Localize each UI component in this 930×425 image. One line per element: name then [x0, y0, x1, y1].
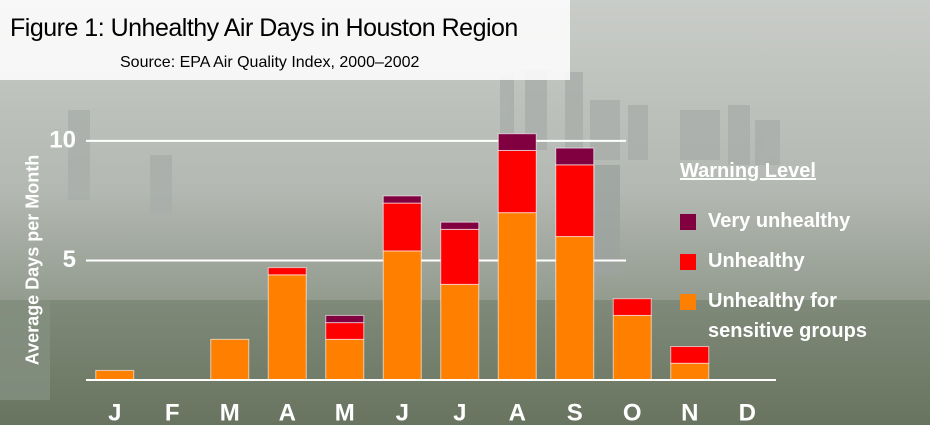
- bar-segment: [383, 251, 421, 380]
- bar-segment: [383, 203, 421, 251]
- bar-segment: [96, 370, 134, 380]
- bar-segment: [326, 315, 364, 322]
- legend-title: Warning Level: [680, 160, 816, 183]
- x-tick-label: O: [623, 399, 642, 425]
- x-tick-label: J: [108, 399, 121, 425]
- bar-segment: [211, 339, 249, 380]
- bar-segment: [268, 268, 306, 275]
- x-tick-label: N: [681, 399, 698, 425]
- x-tick-label: A: [279, 399, 296, 425]
- bar-segment: [556, 148, 594, 165]
- legend-item: Unhealthy for sensitive groups: [680, 290, 930, 346]
- x-tick-label: M: [220, 399, 240, 425]
- bar-segment: [671, 347, 709, 364]
- bar-segment: [556, 237, 594, 380]
- bar-segment: [326, 339, 364, 380]
- bar-segment: [383, 196, 421, 203]
- legend-swatch: [680, 214, 696, 230]
- bar-segment: [268, 275, 306, 380]
- legend-item: Very unhealthy: [680, 210, 930, 236]
- bar-segment: [441, 222, 479, 229]
- bar-segment: [441, 229, 479, 284]
- bar-segment: [498, 134, 536, 151]
- y-axis-label: Average Days per Month: [23, 155, 44, 365]
- bar-segment: [498, 213, 536, 380]
- bar-segment: [613, 315, 651, 380]
- bar-segment: [441, 284, 479, 380]
- legend-item: Unhealthy: [680, 250, 930, 276]
- legend-swatch: [680, 294, 696, 310]
- x-tick-label: M: [335, 399, 355, 425]
- title: Figure 1: Unhealthy Air Days in Houston …: [10, 14, 518, 43]
- x-tick-label: J: [396, 399, 409, 425]
- legend-label: Unhealthy: [708, 246, 878, 276]
- bar-segment: [326, 323, 364, 340]
- x-tick-label: S: [567, 399, 583, 425]
- bar-segment: [556, 165, 594, 237]
- y-tick-label: 10: [49, 126, 76, 153]
- legend-label: Unhealthy for sensitive groups: [708, 286, 878, 346]
- bar-segment: [671, 363, 709, 380]
- subtitle: Source: EPA Air Quality Index, 2000–2002: [120, 54, 419, 72]
- legend-swatch: [680, 254, 696, 270]
- bar-segment: [613, 299, 651, 316]
- x-tick-label: D: [739, 399, 756, 425]
- bar-segment: [498, 150, 536, 212]
- x-tick-label: J: [453, 399, 466, 425]
- page: 5 10 J F M A M J J A S O N D Figure 1: Unhealthy Air …: [0, 0, 930, 425]
- x-tick-label: A: [509, 399, 526, 425]
- x-tick-label: F: [165, 399, 180, 425]
- y-tick-label: 5: [63, 246, 76, 273]
- legend-label: Very unhealthy: [708, 206, 878, 236]
